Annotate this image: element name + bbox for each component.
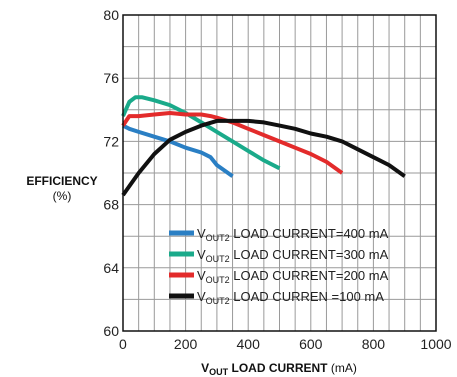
x-tick-label: 600 (299, 336, 323, 352)
y-tick-label: 60 (103, 323, 119, 339)
x-axis-title: VOUT LOAD CURRENT (mA) (201, 361, 357, 377)
y-tick-label: 72 (103, 133, 119, 149)
legend-entry-label: VOUT2 LOAD CURRENT=400 mA (197, 226, 389, 243)
grid (123, 15, 436, 331)
y-tick-label: 64 (103, 260, 119, 276)
legend-entry-label: VOUT2 LOAD CURRENT=300 mA (197, 247, 389, 264)
series-line-4 (121, 118, 406, 197)
x-axis-title-v: V (201, 361, 209, 375)
y-tick-labels: 60 64 68 72 76 80 (103, 7, 119, 339)
y-tick-label: 80 (103, 7, 119, 23)
legend: VOUT2 LOAD CURRENT=400 mA VOUT2 LOAD CURR… (169, 226, 389, 306)
legend-entry-label: VOUT2 LOAD CURREN =100 mA (197, 289, 384, 306)
x-tick-label: 1000 (420, 336, 451, 352)
x-tick-label: 0 (119, 336, 127, 352)
x-axis-title-unit: (mA) (328, 361, 357, 375)
x-tick-label: 200 (174, 336, 198, 352)
x-tick-labels: 0 200 400 600 800 1000 (119, 336, 452, 352)
y-tick-label: 68 (103, 197, 119, 213)
y-axis-title: EFFICIENCY (26, 174, 97, 188)
x-tick-label: 400 (237, 336, 261, 352)
legend-entry-label: VOUT2 LOAD CURRENT=200 mA (197, 268, 389, 285)
series-line-3 (121, 111, 344, 175)
x-axis-title-rest: LOAD CURRENT (228, 361, 328, 375)
series-layer (121, 95, 406, 197)
plot-frame (122, 14, 437, 332)
x-tick-label: 800 (362, 336, 386, 352)
y-tick-label: 76 (103, 70, 119, 86)
x-axis-title-sub: OUT (209, 367, 229, 377)
y-axis-unit: (%) (53, 189, 72, 203)
